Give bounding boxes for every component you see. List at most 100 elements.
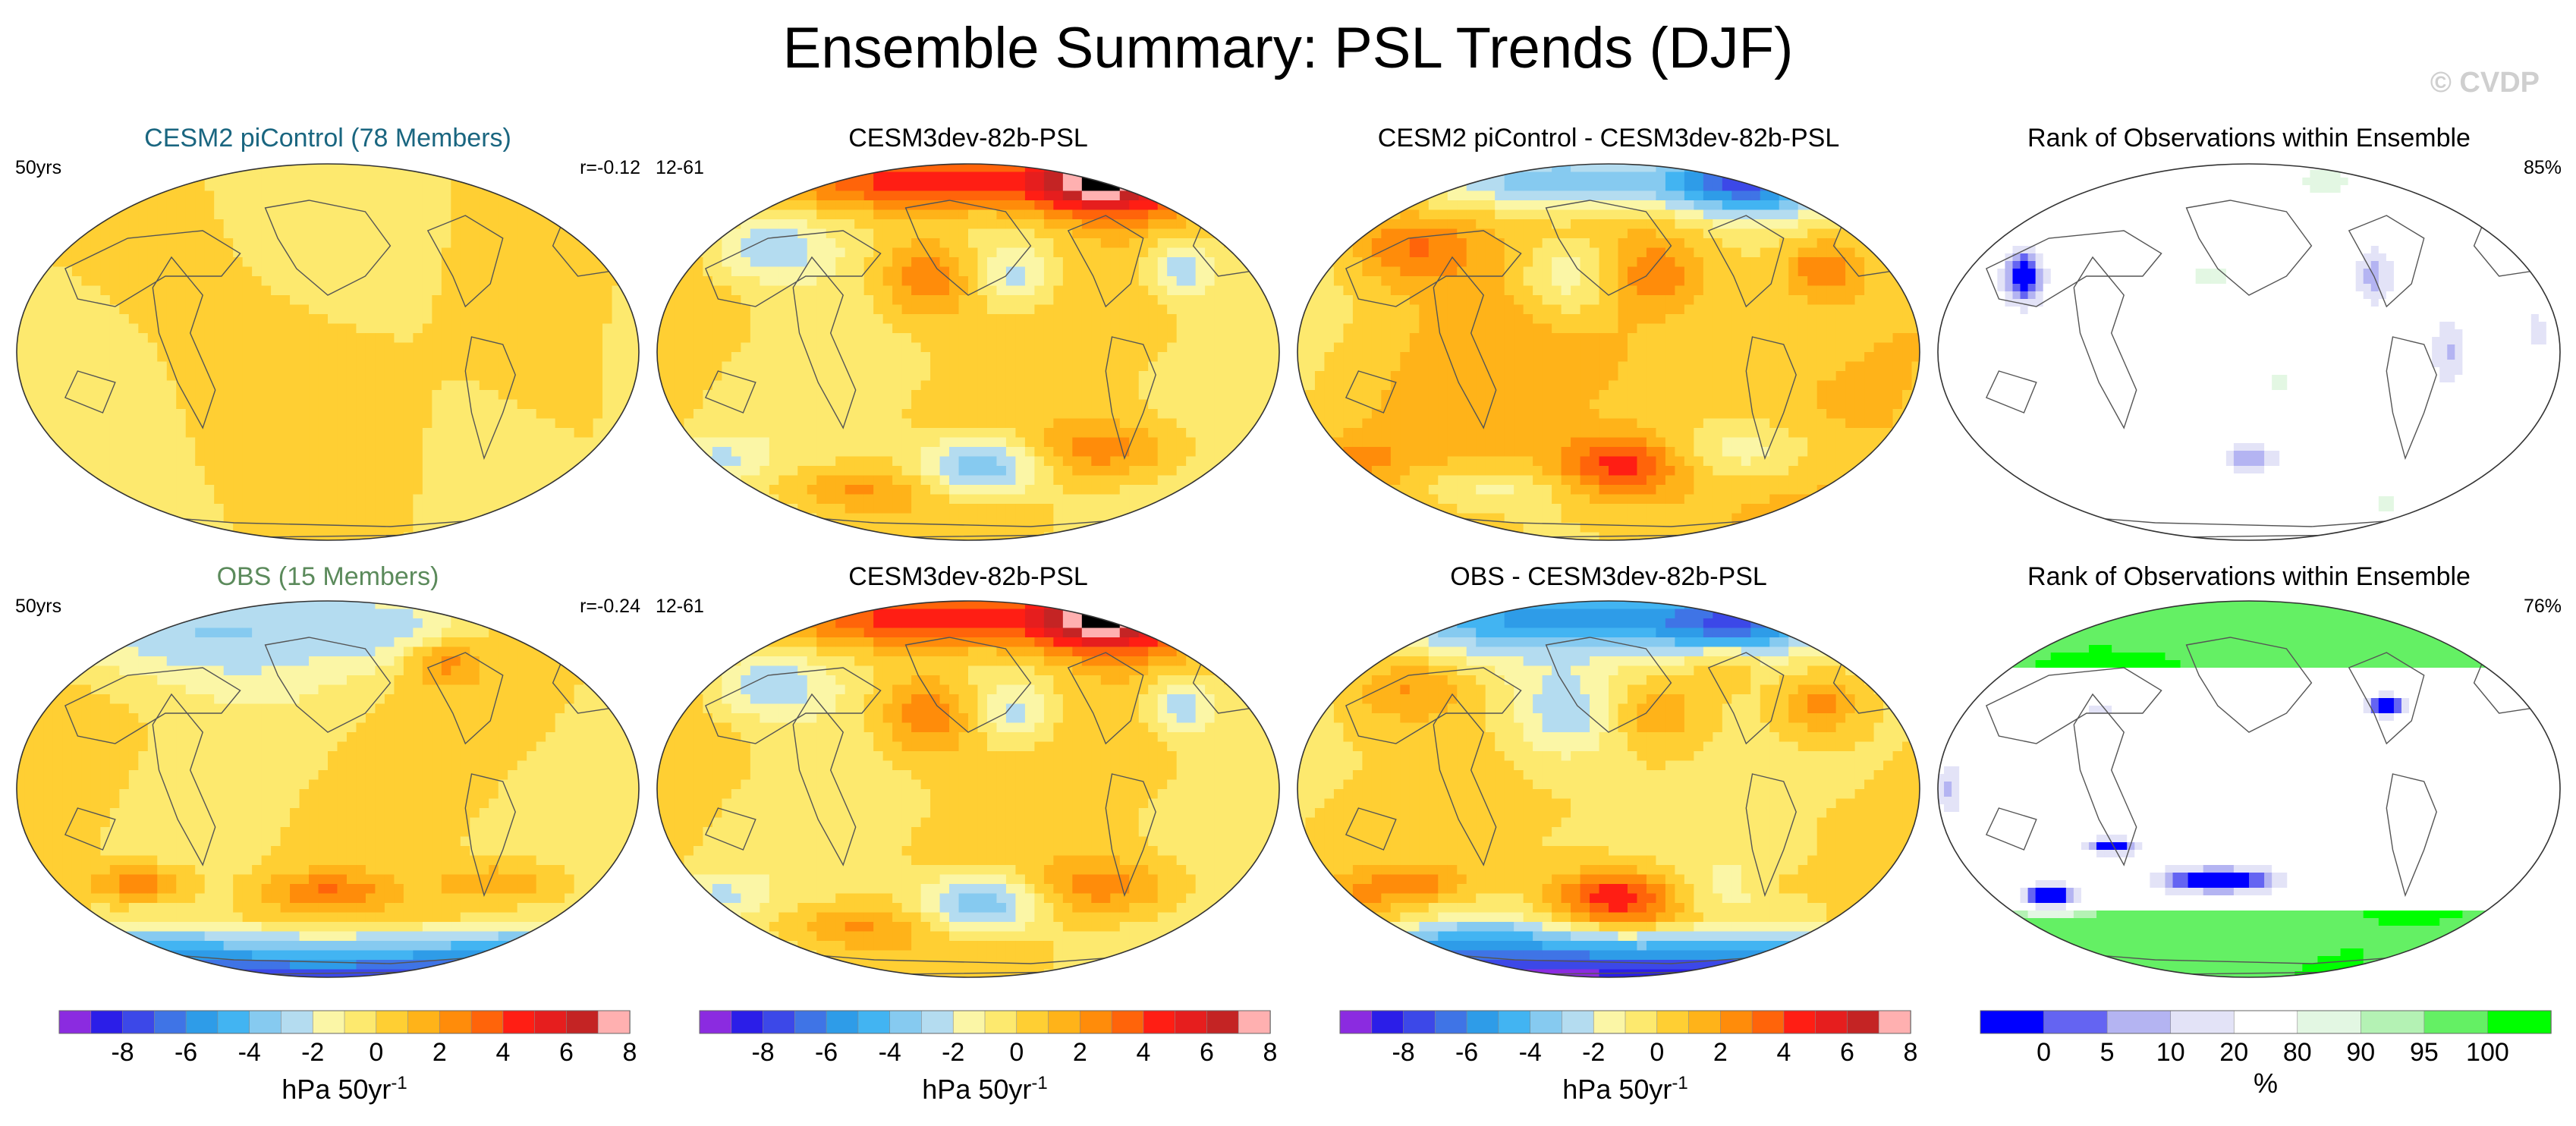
field-cell [911,437,922,448]
field-cell [233,352,244,363]
field-cell [863,304,874,315]
panel-right-label: r=-0.12 [504,156,640,179]
field-cell [394,352,404,363]
field-cell [722,428,732,439]
field-cell [489,352,499,363]
field-cell [760,447,770,458]
field-cell [451,494,461,505]
field-cell [555,494,565,505]
field-cell [43,200,54,211]
field-cell [365,181,376,192]
field-cell [176,314,187,325]
field-cell [977,418,988,429]
field-cell [138,209,149,220]
field-cell [612,428,622,439]
field-cell [1091,447,1102,458]
field-cell [565,304,575,315]
field-cell [693,247,704,258]
field-cell [384,361,395,372]
field-cell [451,323,461,334]
field-cell [403,276,414,287]
field-cell [252,171,263,182]
field-cell [71,418,82,429]
field-cell [920,333,931,344]
field-cell [81,285,92,296]
field-cell [674,247,685,258]
field-cell [81,209,92,220]
field-cell [1148,371,1159,382]
field-cell [147,247,158,258]
field-cell [318,371,329,382]
field-cell [299,437,310,448]
field-cell [517,371,527,382]
field-cell [413,200,423,211]
field-cell [835,323,846,334]
field-cell [1214,164,1225,173]
field-cell [631,285,639,296]
field-cell [328,257,338,268]
field-cell [892,494,903,505]
field-cell [977,447,988,458]
field-cell [204,257,215,268]
field-cell [1224,352,1235,363]
field-cell [722,418,732,429]
field-cell [731,418,741,429]
field-cell [863,333,874,344]
field-cell [684,200,694,211]
field-cell [760,437,770,448]
field-cell [546,361,556,372]
field-cell [1100,295,1111,306]
field-cell [684,447,694,458]
field-cell [977,333,988,344]
field-cell [1062,361,1073,372]
field-cell [1100,456,1111,467]
field-cell [176,285,187,296]
field-cell [138,352,149,363]
field-cell [52,276,64,287]
field-cell [1034,295,1045,306]
field-cell [1148,399,1159,410]
field-cell [1167,390,1178,401]
field-cell [1214,295,1225,306]
field-cell [1262,257,1272,268]
field-cell [863,475,874,486]
field-cell [71,456,82,467]
field-cell [394,504,404,514]
field-cell [90,447,101,458]
field-cell [1062,219,1073,230]
field-cell [176,304,187,315]
field-cell [299,323,310,334]
field-cell [365,475,376,486]
field-cell [583,475,594,486]
field-cell [536,447,546,458]
field-cell [621,485,632,495]
field-cell [271,295,282,306]
field-cell [1119,466,1130,477]
field-cell [977,380,988,391]
field-cell [403,380,414,391]
field-cell [309,295,319,306]
field-cell [901,219,912,230]
field-cell [451,475,461,486]
field-cell [684,456,694,467]
field-cell [489,342,499,353]
field-cell [546,323,556,334]
field-cell [166,333,177,344]
field-cell [1024,228,1035,239]
field-cell [1091,418,1102,429]
field-cell [741,238,751,249]
field-cell [901,456,912,467]
field-cell [807,276,817,287]
field-cell [1271,285,1279,296]
field-cell [949,447,960,458]
field-cell [365,428,376,439]
field-cell [1233,276,1244,287]
field-cell [1252,304,1263,315]
field-cell [337,200,348,211]
field-cell [527,504,537,514]
field-cell [555,200,565,211]
field-cell [854,219,865,230]
field-cell [703,361,713,372]
field-cell [1157,323,1168,334]
field-cell [1034,181,1045,192]
